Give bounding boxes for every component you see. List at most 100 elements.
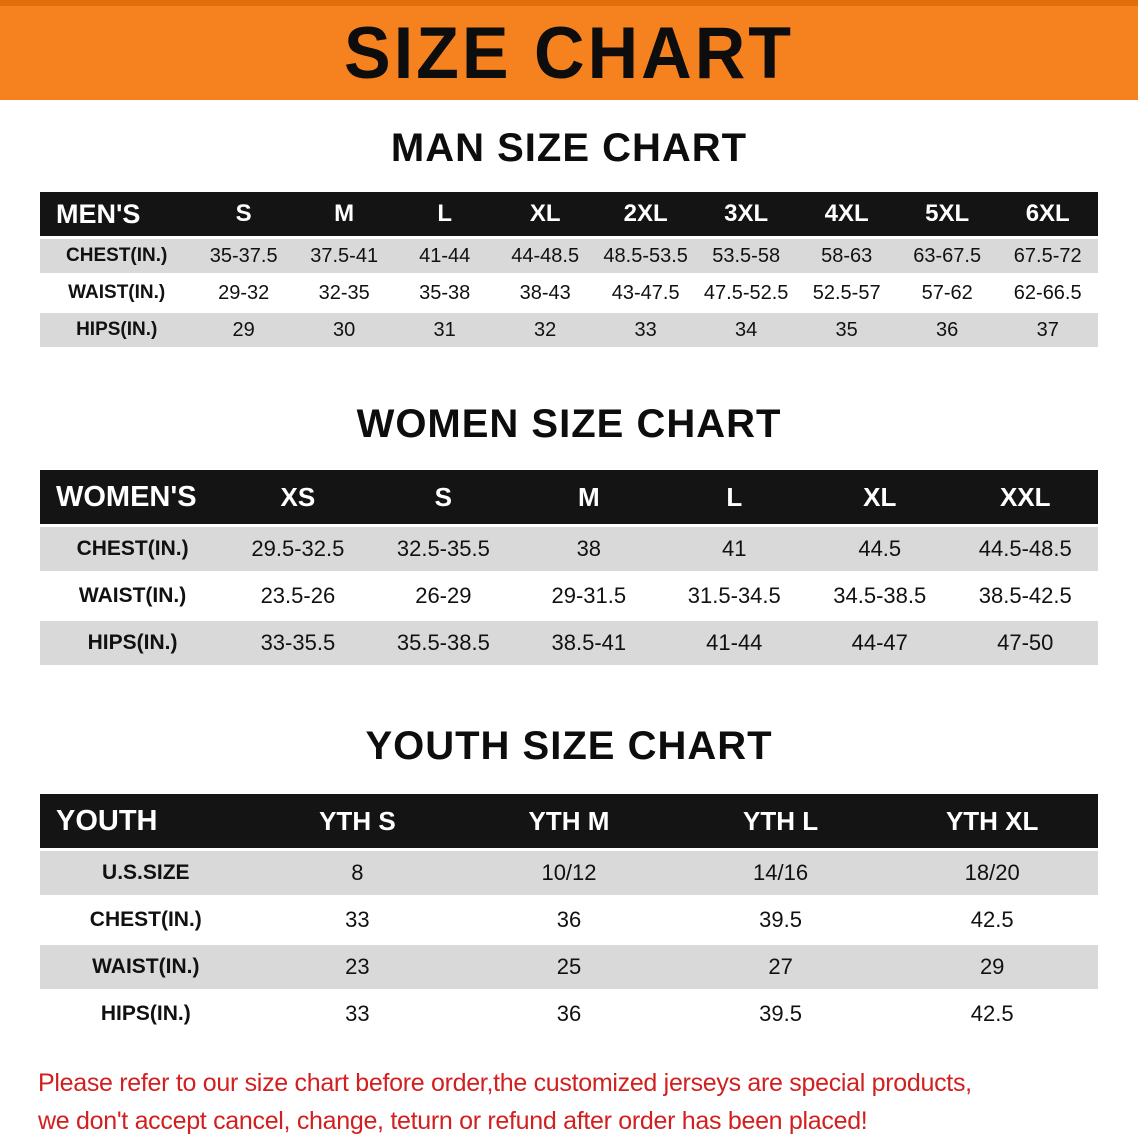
- size-value: 37.5-41: [294, 239, 395, 273]
- size-column-header: 5XL: [897, 192, 998, 236]
- size-value: 31.5-34.5: [662, 574, 807, 618]
- table-title-cell: WOMEN'S: [40, 470, 225, 524]
- size-value: 18/20: [886, 851, 1098, 895]
- size-column-header: 6XL: [997, 192, 1098, 236]
- table-title-cell: MEN'S: [40, 192, 193, 236]
- size-value: 42.5: [886, 898, 1098, 942]
- table-title-cell: YOUTH: [40, 794, 252, 848]
- size-value: 39.5: [675, 992, 887, 1036]
- size-column-header: 4XL: [796, 192, 897, 236]
- disclaimer-line-2: we don't accept cancel, change, teturn o…: [38, 1103, 1100, 1140]
- size-column-header: YTH XL: [886, 794, 1098, 848]
- size-value: 8: [252, 851, 464, 895]
- size-value: 35-37.5: [193, 239, 294, 273]
- size-column-header: XL: [807, 470, 952, 524]
- size-value: 42.5: [886, 992, 1098, 1036]
- size-column-header: XXL: [952, 470, 1098, 524]
- size-value: 44.5: [807, 527, 952, 571]
- size-value: 35: [796, 313, 897, 347]
- size-value: 27: [675, 945, 887, 989]
- size-value: 10/12: [463, 851, 675, 895]
- size-column-header: M: [516, 470, 661, 524]
- row-label: CHEST(IN.): [40, 898, 252, 942]
- size-value: 47.5-52.5: [696, 276, 797, 310]
- men-section-heading: MAN SIZE CHART: [0, 126, 1138, 171]
- size-column-header: L: [394, 192, 495, 236]
- size-column-header: XL: [495, 192, 596, 236]
- size-value: 57-62: [897, 276, 998, 310]
- size-value: 44.5-48.5: [952, 527, 1098, 571]
- size-value: 35.5-38.5: [371, 621, 516, 665]
- size-value: 29-32: [193, 276, 294, 310]
- row-label: HIPS(IN.): [40, 621, 225, 665]
- size-value: 33: [252, 898, 464, 942]
- size-value: 36: [897, 313, 998, 347]
- size-value: 41-44: [662, 621, 807, 665]
- size-value: 32-35: [294, 276, 395, 310]
- size-column-header: L: [662, 470, 807, 524]
- women-section-heading: WOMEN SIZE CHART: [0, 402, 1138, 447]
- size-value: 58-63: [796, 239, 897, 273]
- size-value: 25: [463, 945, 675, 989]
- size-value: 23.5-26: [225, 574, 370, 618]
- size-value: 39.5: [675, 898, 887, 942]
- size-value: 41: [662, 527, 807, 571]
- size-column-header: YTH M: [463, 794, 675, 848]
- row-label: WAIST(IN.): [40, 276, 193, 310]
- size-value: 26-29: [371, 574, 516, 618]
- size-value: 32: [495, 313, 596, 347]
- size-value: 30: [294, 313, 395, 347]
- size-column-header: S: [371, 470, 516, 524]
- size-value: 44-48.5: [495, 239, 596, 273]
- row-label: U.S.SIZE: [40, 851, 252, 895]
- row-label: CHEST(IN.): [40, 527, 225, 571]
- size-value: 67.5-72: [997, 239, 1098, 273]
- size-value: 34.5-38.5: [807, 574, 952, 618]
- youth-section-heading: YOUTH SIZE CHART: [0, 724, 1138, 769]
- disclaimer-line-1: Please refer to our size chart before or…: [38, 1065, 1100, 1103]
- size-value: 35-38: [394, 276, 495, 310]
- size-value: 48.5-53.5: [595, 239, 696, 273]
- size-value: 38: [516, 527, 661, 571]
- size-value: 34: [696, 313, 797, 347]
- size-column-header: S: [193, 192, 294, 236]
- size-value: 23: [252, 945, 464, 989]
- size-value: 41-44: [394, 239, 495, 273]
- banner: SIZE CHART: [0, 0, 1138, 100]
- size-value: 38-43: [495, 276, 596, 310]
- size-column-header: YTH S: [252, 794, 464, 848]
- row-label: HIPS(IN.): [40, 313, 193, 347]
- page-title: SIZE CHART: [344, 16, 794, 90]
- size-value: 33-35.5: [225, 621, 370, 665]
- size-value: 32.5-35.5: [371, 527, 516, 571]
- size-value: 62-66.5: [997, 276, 1098, 310]
- size-column-header: M: [294, 192, 395, 236]
- size-value: 47-50: [952, 621, 1098, 665]
- size-value: 44-47: [807, 621, 952, 665]
- size-column-header: 3XL: [696, 192, 797, 236]
- size-column-header: XS: [225, 470, 370, 524]
- row-label: WAIST(IN.): [40, 574, 225, 618]
- size-value: 37: [997, 313, 1098, 347]
- size-column-header: YTH L: [675, 794, 887, 848]
- size-value: 33: [252, 992, 464, 1036]
- size-value: 63-67.5: [897, 239, 998, 273]
- size-value: 14/16: [675, 851, 887, 895]
- size-value: 36: [463, 992, 675, 1036]
